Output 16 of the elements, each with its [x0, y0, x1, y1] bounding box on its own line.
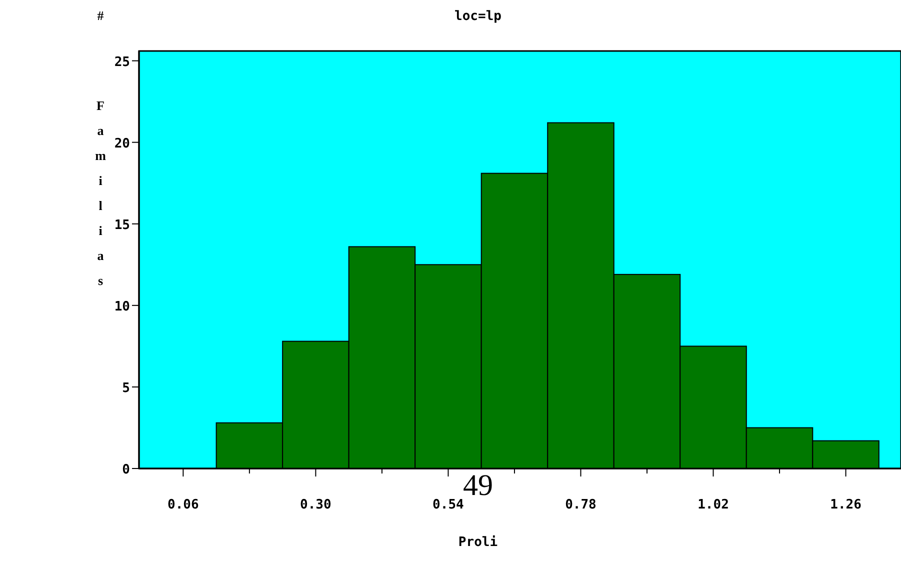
chart-title: loc=lp — [454, 9, 502, 24]
x-tick-label: 0.06 — [168, 498, 199, 512]
y-axis-title: # Familias — [93, 8, 108, 298]
y-tick-label: 10 — [114, 299, 130, 314]
y-tick-label: 0 — [122, 462, 130, 478]
x-tick-label: 0.54 — [432, 498, 464, 512]
y-tick-label: 25 — [114, 54, 130, 70]
x-axis-title: Proli — [458, 535, 498, 550]
y-tick-label: 20 — [114, 136, 130, 152]
x-tick-label: 0.78 — [565, 498, 597, 512]
text: 0.30 — [300, 498, 332, 512]
x-tick-label: 1.02 — [698, 498, 729, 512]
y-tick-label: 15 — [114, 218, 130, 233]
text: 49 — [463, 469, 493, 502]
y-tick-label: 5 — [122, 380, 130, 396]
x-tick-label: 1.26 — [830, 498, 862, 512]
